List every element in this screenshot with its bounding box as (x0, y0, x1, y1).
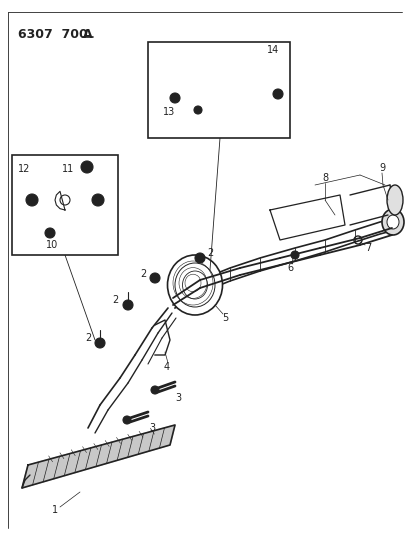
Polygon shape (22, 425, 175, 488)
Circle shape (151, 386, 159, 394)
Ellipse shape (167, 255, 222, 315)
Circle shape (92, 194, 104, 206)
Text: 10: 10 (46, 240, 58, 250)
Text: 11: 11 (62, 164, 74, 174)
Circle shape (26, 194, 38, 206)
Circle shape (290, 251, 298, 259)
Circle shape (95, 338, 105, 348)
Ellipse shape (386, 185, 402, 215)
Circle shape (272, 89, 282, 99)
Text: 14: 14 (266, 45, 279, 55)
Text: 12: 12 (18, 164, 30, 174)
Circle shape (123, 416, 131, 424)
Circle shape (81, 161, 93, 173)
Text: 9: 9 (378, 163, 384, 173)
Ellipse shape (386, 215, 398, 229)
Circle shape (193, 106, 202, 114)
Text: 5: 5 (221, 313, 227, 323)
Ellipse shape (381, 209, 403, 235)
Circle shape (123, 300, 133, 310)
Text: 2: 2 (139, 269, 146, 279)
Text: A: A (83, 28, 92, 41)
Text: 7: 7 (364, 243, 370, 253)
Circle shape (195, 253, 204, 263)
Text: 6307  700: 6307 700 (18, 28, 88, 41)
Text: 4: 4 (164, 362, 170, 372)
Text: 2: 2 (207, 248, 213, 258)
Text: 1: 1 (52, 505, 58, 515)
Circle shape (150, 273, 160, 283)
Text: 2: 2 (112, 295, 118, 305)
Ellipse shape (175, 263, 214, 307)
Text: 3: 3 (175, 393, 181, 403)
Circle shape (45, 228, 55, 238)
Text: 13: 13 (163, 107, 175, 117)
Ellipse shape (182, 271, 207, 299)
Bar (148, 42, 289, 138)
Text: 6: 6 (286, 263, 292, 273)
Bar (12, 155, 118, 255)
Text: 3: 3 (148, 423, 155, 433)
Text: 2: 2 (85, 333, 91, 343)
Circle shape (170, 93, 180, 103)
Text: 8: 8 (321, 173, 327, 183)
